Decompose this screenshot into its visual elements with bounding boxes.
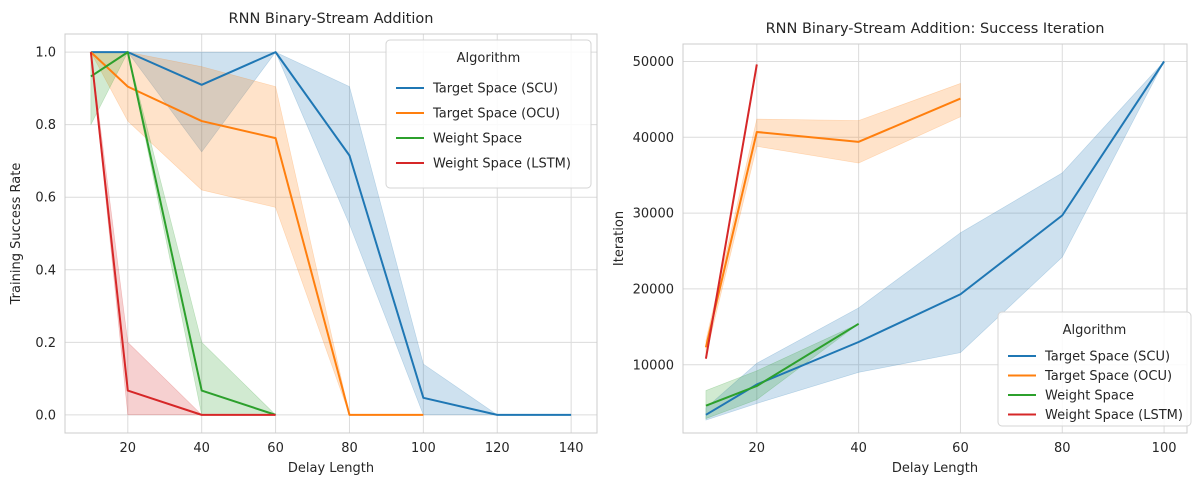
series-line [89,52,276,416]
x-axis-label: Delay Length [892,461,978,476]
y-tick-label: 0.8 [35,118,56,133]
legend-title: Algorithm [457,51,521,66]
chart-title: RNN Binary-Stream Addition [229,11,434,27]
y-axis-label: Training Success Rate [9,163,24,306]
gridlines [65,34,597,433]
y-tick-label: 30000 [633,207,674,222]
chart-title: RNN Binary-Stream Addition: Success Iter… [766,21,1105,37]
x-tick-label: 40 [850,441,867,456]
x-tick-label: 80 [1054,441,1071,456]
x-tick-label: 80 [341,441,358,456]
legend-entry-label: Target Space (SCU) [432,82,558,97]
y-tick-labels: 10000 20000 30000 40000 50000 [633,55,674,373]
legend-entry-label: Target Space (OCU) [432,107,560,122]
legend: Algorithm Target Space (SCU) Target Space … [997,311,1192,427]
legend: Algorithm Target Space (SCU) Target Space … [385,39,592,189]
confidence-band [705,83,961,356]
plot-frame [682,43,1188,434]
confidence-band [705,61,1165,421]
y-tick-label: 0.2 [35,336,56,351]
legend-box [385,39,592,189]
y-tick-label: 0.4 [35,263,56,278]
y-tick-label: 1.0 [35,46,56,61]
series-line [704,97,961,348]
legend-entry-label: Weight Space (LSTM) [1045,408,1183,423]
x-tick-label: 40 [193,441,210,456]
y-tick-label: 50000 [633,55,674,70]
x-tick-label: 100 [1152,441,1177,456]
y-axis-label: Iteration [612,211,627,266]
series-line [704,64,758,359]
x-tick-labels: 20 40 60 80 100 [749,441,1177,456]
legend-entry-label: Weight Space [1045,389,1134,404]
chart-success-rate: 20 40 60 80 100 120 140 0.0 0.2 0.4 0.6 0.8 1.0 RNN B… [9,11,598,476]
x-tick-label: 20 [120,441,137,456]
x-axis-label: Delay Length [288,461,374,476]
legend-entry-label: Weight Space [433,132,522,147]
x-tick-label: 120 [485,441,510,456]
x-tick-label: 60 [267,441,284,456]
plot-frame [64,33,598,434]
series-line [90,51,572,416]
y-tick-labels: 0.0 0.2 0.4 0.6 0.8 1.0 [35,46,56,424]
confidence-band [90,51,572,416]
confidence-band [90,52,276,416]
x-tick-label: 20 [749,441,766,456]
chart-success-iteration: 20 40 60 80 100 10000 20000 30000 40000 50000 RNN … [612,21,1192,476]
x-tick-label: 140 [559,441,584,456]
series-line [90,51,276,416]
series-line [90,51,424,416]
legend-entry-label: Weight Space (LSTM) [433,157,571,172]
legend-entry-label: Target Space (SCU) [1044,350,1170,365]
series-lines [704,60,1165,416]
series-line [705,322,860,407]
x-tick-labels: 20 40 60 80 100 120 140 [120,441,584,456]
series-lines [89,51,572,416]
confidence-band [90,51,424,416]
x-tick-label: 100 [411,441,436,456]
legend-entry-label: Target Space (OCU) [1044,369,1172,384]
y-tick-label: 10000 [633,358,674,373]
y-tick-label: 40000 [633,131,674,146]
y-tick-label: 0.6 [35,191,56,206]
x-tick-label: 60 [952,441,969,456]
legend-title: Algorithm [1063,323,1127,338]
y-tick-label: 0.0 [35,408,56,423]
y-tick-label: 20000 [633,282,674,297]
legend-box [997,311,1192,427]
